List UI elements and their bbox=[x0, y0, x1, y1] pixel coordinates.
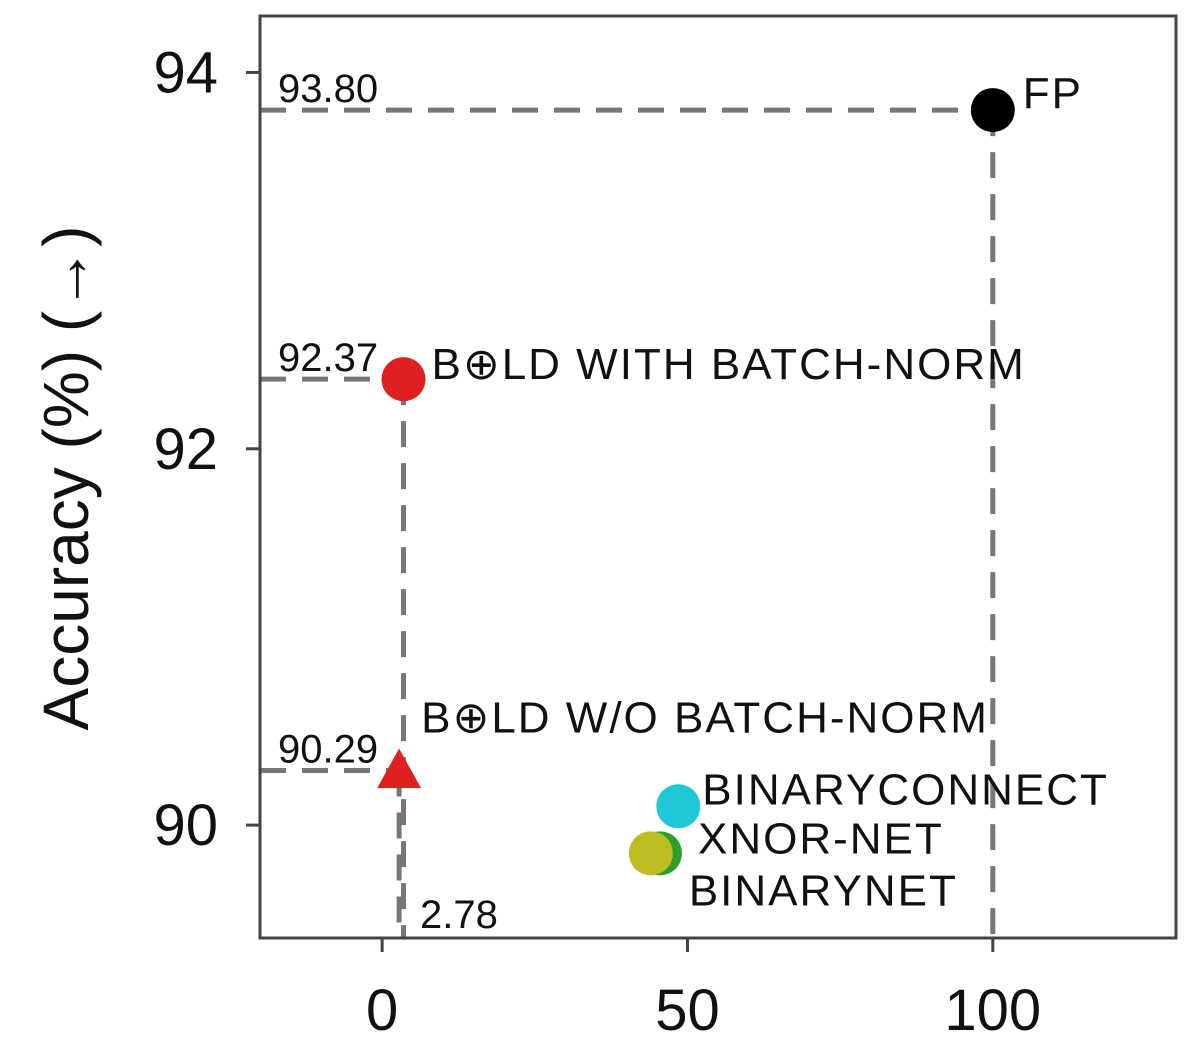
point-label: B⊕LD WITH BATCH-NORM bbox=[432, 340, 1026, 389]
value-annotation: 93.80 bbox=[278, 67, 378, 111]
data-point-circle bbox=[970, 88, 1015, 133]
y-tick-label: 92 bbox=[153, 417, 218, 482]
data-points bbox=[377, 88, 1015, 876]
value-annotation: 2.78 bbox=[420, 893, 498, 937]
point-labels: FP B⊕LD WITH BATCH-NORM B⊕LD W/O BATCH-NOR… bbox=[421, 69, 1109, 915]
y-tick-label: 94 bbox=[153, 40, 218, 105]
y-tick-label: 90 bbox=[153, 793, 218, 858]
value-annotation: 92.37 bbox=[278, 336, 378, 380]
point-label: BINARYNET bbox=[689, 866, 958, 915]
point-label: FP bbox=[1023, 69, 1083, 118]
plot-frame bbox=[258, 14, 1178, 940]
x-tick-label: 0 bbox=[366, 978, 398, 1043]
value-annotations: 93.80 92.37 90.29 2.78 bbox=[278, 67, 498, 937]
y-axis-label: Accuracy (%) (→) bbox=[30, 226, 102, 731]
x-tick-label: 50 bbox=[655, 978, 720, 1043]
point-label: BINARYCONNECT bbox=[702, 765, 1109, 814]
value-annotation: 90.29 bbox=[278, 728, 378, 772]
guide-lines bbox=[260, 107, 996, 938]
point-label: B⊕LD W/O BATCH-NORM bbox=[421, 694, 989, 743]
data-point-circle bbox=[656, 784, 701, 829]
data-point-circle bbox=[628, 831, 673, 876]
point-label: XNOR-NET bbox=[698, 814, 944, 863]
x-tick-label: 100 bbox=[944, 978, 1041, 1043]
data-point-circle bbox=[381, 357, 426, 402]
axis-ticks: 0 50 100 90 92 94 bbox=[153, 40, 1041, 1043]
data-point-triangle bbox=[377, 748, 422, 789]
